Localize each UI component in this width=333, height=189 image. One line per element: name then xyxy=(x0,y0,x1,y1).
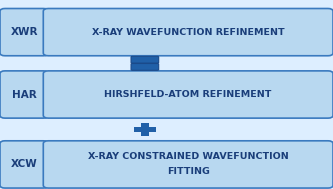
FancyBboxPatch shape xyxy=(141,123,149,136)
FancyBboxPatch shape xyxy=(134,127,156,132)
FancyBboxPatch shape xyxy=(43,141,333,188)
Text: HIRSHFELD-ATOM REFINEMENT: HIRSHFELD-ATOM REFINEMENT xyxy=(105,90,272,99)
FancyBboxPatch shape xyxy=(43,71,333,118)
FancyBboxPatch shape xyxy=(0,71,48,118)
Text: XWR: XWR xyxy=(10,27,38,37)
FancyBboxPatch shape xyxy=(43,9,333,56)
FancyBboxPatch shape xyxy=(0,9,48,56)
Text: XCW: XCW xyxy=(11,160,38,169)
FancyBboxPatch shape xyxy=(131,64,159,70)
FancyBboxPatch shape xyxy=(131,56,159,63)
Text: HAR: HAR xyxy=(12,90,37,99)
Text: FITTING: FITTING xyxy=(167,167,209,177)
Text: X-RAY CONSTRAINED WAVEFUNCTION: X-RAY CONSTRAINED WAVEFUNCTION xyxy=(88,152,288,161)
Text: X-RAY WAVEFUNCTION REFINEMENT: X-RAY WAVEFUNCTION REFINEMENT xyxy=(92,28,284,37)
FancyBboxPatch shape xyxy=(0,141,48,188)
